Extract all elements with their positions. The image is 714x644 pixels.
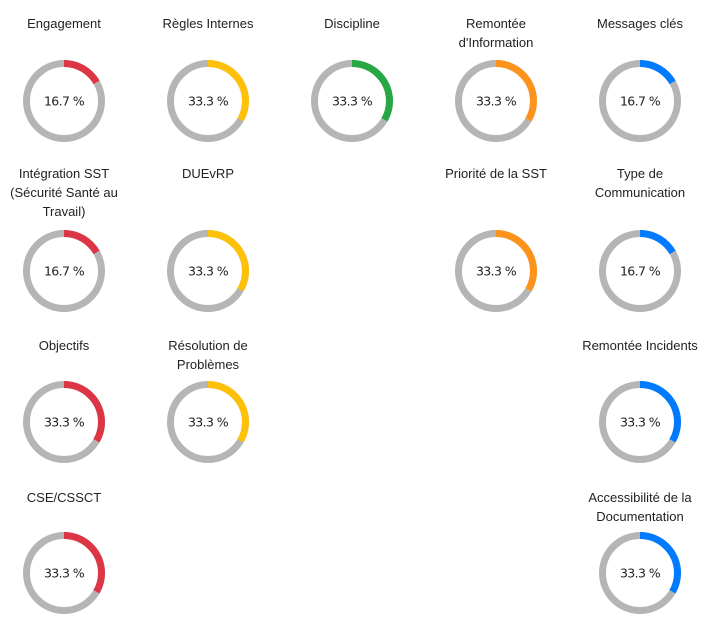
donut-chart: 33.3 % [599, 381, 681, 463]
donut-title: DUEvRP [181, 166, 234, 181]
donut-chart: 33.3 % [599, 532, 681, 614]
donut-title: Remontée Incidents [582, 338, 698, 353]
donut-title: CSE/CSSCT [26, 490, 102, 505]
donut-percent-label: 16.7 % [44, 264, 85, 279]
donut-chart: 33.3 % [23, 381, 105, 463]
donut-percent-label: 33.3 % [44, 566, 85, 581]
donut-value-arc [455, 230, 537, 312]
donut-chart: 16.7 % [599, 230, 681, 312]
donut-value-arc [599, 60, 681, 142]
donut-value-arc [23, 230, 105, 312]
donut-percent-label: 33.3 % [188, 94, 229, 109]
donut-percent-label: 33.3 % [620, 566, 661, 581]
donut-chart: 16.7 % [23, 230, 105, 312]
donut-title: Règles Internes [162, 16, 254, 31]
donut-chart: 33.3 % [167, 230, 249, 312]
donut-title: Priorité de la SST [445, 166, 547, 181]
donut-title: Remontée d'Information [458, 16, 534, 50]
donut-percent-label: 33.3 % [188, 415, 229, 430]
donut-percent-label: 33.3 % [188, 264, 229, 279]
donut-value-arc [599, 381, 681, 463]
donut-title: Objectifs [38, 338, 90, 353]
donut-chart: 16.7 % [599, 60, 681, 142]
donut-chart: 16.7 % [23, 60, 105, 142]
donut-value-arc [23, 60, 105, 142]
donut-percent-label: 33.3 % [476, 94, 517, 109]
donut-chart: 33.3 % [23, 532, 105, 614]
donut-title: Discipline [324, 16, 380, 31]
donut-percent-label: 33.3 % [44, 415, 85, 430]
donut-value-arc [23, 381, 105, 463]
donut-percent-label: 16.7 % [620, 94, 661, 109]
donut-value-arc [23, 532, 105, 614]
donut-value-arc [599, 230, 681, 312]
donut-chart: 33.3 % [455, 230, 537, 312]
donut-title: Type de Communication [594, 166, 686, 200]
donut-percent-label: 16.7 % [44, 94, 85, 109]
donut-title: Résolution de Problèmes [168, 338, 248, 372]
donut-value-arc [599, 532, 681, 614]
donut-percent-label: 33.3 % [332, 94, 373, 109]
donut-chart: 33.3 % [167, 381, 249, 463]
donut-value-arc [455, 60, 537, 142]
donut-value-arc [311, 60, 393, 142]
donut-value-arc [167, 230, 249, 312]
donut-chart: 33.3 % [167, 60, 249, 142]
donut-chart: 33.3 % [311, 60, 393, 142]
donut-title: Intégration SST (Sécurité Santé au Trava… [10, 166, 118, 219]
donut-percent-label: 16.7 % [620, 264, 661, 279]
donut-chart: 33.3 % [455, 60, 537, 142]
donut-percent-label: 33.3 % [476, 264, 517, 279]
donut-percent-label: 33.3 % [620, 415, 661, 430]
donut-value-arc [167, 60, 249, 142]
donut-title: Messages clés [597, 16, 683, 31]
donut-title: Engagement [27, 16, 101, 31]
donut-value-arc [167, 381, 249, 463]
donut-title: Accessibilité de la Documentation [588, 490, 692, 524]
